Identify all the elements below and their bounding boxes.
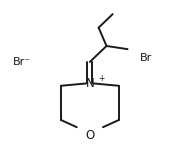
Text: Br⁻: Br⁻ xyxy=(13,57,32,67)
Text: Br: Br xyxy=(140,53,152,63)
Text: O: O xyxy=(85,129,95,142)
Text: N: N xyxy=(85,77,94,90)
Text: +: + xyxy=(98,74,105,83)
